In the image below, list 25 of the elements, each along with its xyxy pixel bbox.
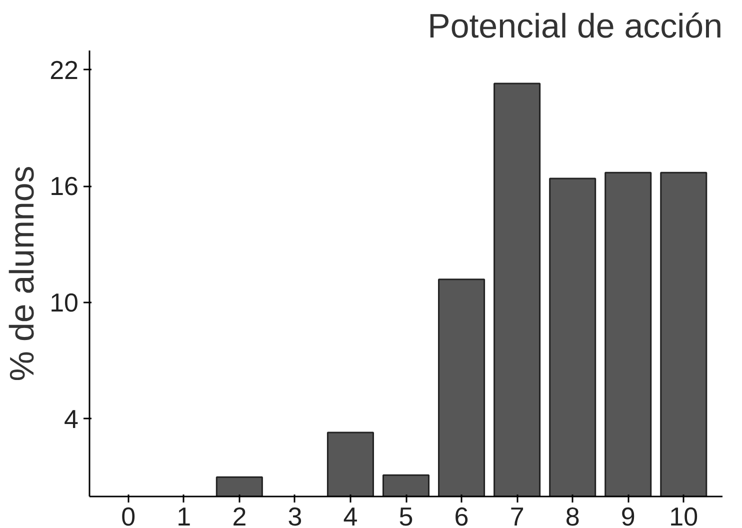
x-tick-label: 5 [398,502,414,528]
y-tick-label: 22 [50,54,78,85]
x-tick-label: 10 [669,502,698,528]
x-tick-label: 4 [343,502,358,528]
bar [438,278,486,496]
bar [660,172,708,496]
bar [604,172,652,496]
x-tick-label: 7 [510,502,524,528]
bar [549,178,596,496]
chart-title: Potencial de acción [428,8,723,46]
x-tick-label: 8 [565,502,580,528]
bar [494,82,541,496]
x-tick-label: 6 [454,502,469,528]
y-tick-label: 10 [50,288,78,318]
y-tick-label: 16 [50,171,78,202]
x-tick-label: 9 [620,502,636,528]
x-tick-label: 0 [121,502,136,528]
x-tick-label: 3 [288,502,302,528]
bar [216,476,263,496]
y-axis-title: % de alumnos [4,166,42,382]
bar [382,474,430,496]
y-tick-label: 4 [64,404,79,434]
x-tick-label: 1 [176,502,192,528]
x-tick-label: 2 [232,502,247,528]
bar [326,432,374,496]
